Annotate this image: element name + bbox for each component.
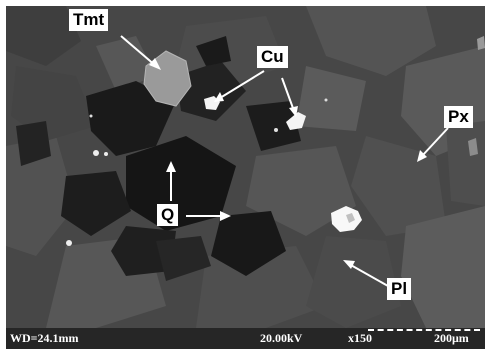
sem-image-frame: Tmt Cu Px Q Pl WD=24.1mm 20.00kV x150 20… <box>6 6 485 349</box>
cu-grains <box>66 96 362 246</box>
tmt-grain-edge <box>477 36 485 50</box>
tmt-arrow <box>120 35 157 67</box>
scale-label: 200μm <box>434 331 469 345</box>
dark-phase-regions <box>16 36 301 281</box>
label-cu: Cu <box>257 46 288 68</box>
working-distance: WD=24.1mm <box>10 331 79 345</box>
annotation-arrows <box>120 35 449 287</box>
tmt-grain-small <box>468 138 478 156</box>
label-q: Q <box>157 204 179 226</box>
px-arrow <box>421 127 449 157</box>
label-pl: Pl <box>387 278 412 300</box>
scale-bar <box>368 329 480 331</box>
micrograph <box>6 6 485 328</box>
label-tmt: Tmt <box>69 9 109 31</box>
cu-arrow-right <box>281 77 295 112</box>
label-px: Px <box>444 106 473 128</box>
cu-arrow-left <box>219 70 265 99</box>
sem-info-bar: WD=24.1mm 20.00kV x150 200μm <box>6 328 485 349</box>
magnification: x150 <box>348 331 372 345</box>
accelerating-voltage: 20.00kV <box>260 331 303 345</box>
pl-arrow <box>348 263 389 287</box>
